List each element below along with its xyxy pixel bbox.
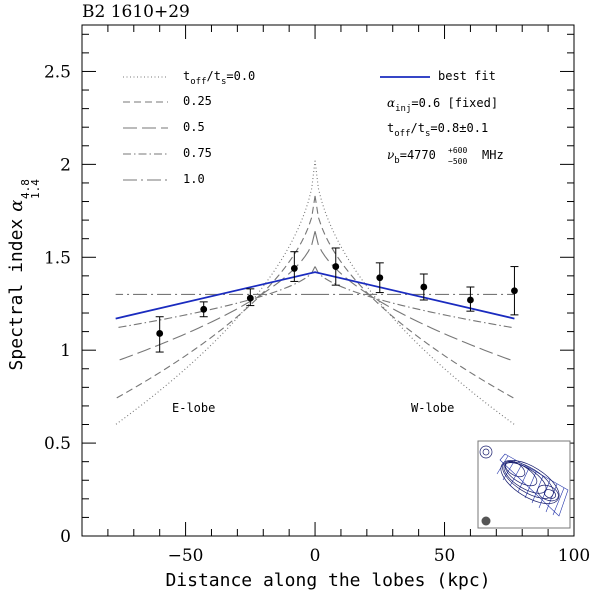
data-points [155,247,519,353]
fit-param-toff: toff/ts=0.8±0.1 [387,121,488,139]
series-line-2 [115,231,515,362]
x-axis-title: Distance along the lobes (kpc) [165,570,490,591]
series-line-3 [115,266,515,329]
fit-param-alpha: αinj=0.6 [fixed] [387,96,498,114]
y-tick-label: 2 [60,155,71,175]
data-point-5 [375,262,384,294]
x-tick-label: 50 [434,546,456,566]
fit-legend: best fit αinj=0.6 [fixed] toff/ts=0.8±0.… [380,69,504,166]
legend-label-4: 1.0 [183,172,205,186]
legend-label-3: 0.75 [183,146,212,160]
y-tick-label: 0 [60,527,71,547]
data-marker [467,296,474,304]
fit-param-nu-upper: +600 [448,146,467,155]
model-curves [115,160,515,425]
radio-map-inset [477,440,571,529]
data-marker [246,294,254,302]
data-marker [290,265,298,272]
x-tick-label: 100 [558,546,590,566]
y-tick-label: 1.5 [44,248,71,268]
x-tick-label: 0 [310,546,321,566]
series-line-1 [115,195,515,399]
y-axis-title: Spectral indexα [6,200,27,371]
annotation-e-lobe: E-lobe [172,401,215,415]
data-point-4 [331,247,340,286]
data-marker [376,274,384,282]
data-point-6 [419,273,428,301]
fit-param-nu-lower: −500 [448,157,467,166]
annotation-w-lobe: W-lobe [411,401,454,415]
data-point-0 [155,316,164,353]
plot-frame [81,24,575,537]
legend-label-1: 0.25 [183,94,212,108]
inset-beam [481,516,491,526]
legend-label-0: toff/ts=0.0 [183,69,255,87]
data-marker [420,283,428,291]
data-point-7 [466,286,475,312]
data-point-2 [246,288,255,307]
y-axis-title-sub: 1.4 [29,179,42,199]
data-marker [156,330,164,337]
data-marker [200,305,208,313]
inset-contours [479,445,560,504]
y-tick-label: 0.5 [44,434,71,454]
legend: toff/ts=0.0 0.25 0.5 0.75 1.0 [123,69,255,186]
series-line-0 [115,160,515,425]
data-point-8 [510,266,519,316]
series-line-5 [115,271,515,320]
fit-legend-label: best fit [438,69,496,83]
x-tick-label: −50 [168,546,204,566]
fit-param-nu-unit: MHz [482,148,504,162]
legend-label-2: 0.5 [183,120,205,134]
y-axis-title-sup: 4.8 [19,179,32,199]
data-marker [511,287,518,295]
y-tick-label: 1 [60,341,71,361]
y-tick-label: 2.5 [44,62,71,82]
data-marker [332,263,340,270]
fit-param-nu: νb=4770 [387,148,436,166]
data-point-3 [290,251,299,282]
chart-title: B2 1610+29 [82,2,190,22]
data-point-1 [199,301,208,318]
